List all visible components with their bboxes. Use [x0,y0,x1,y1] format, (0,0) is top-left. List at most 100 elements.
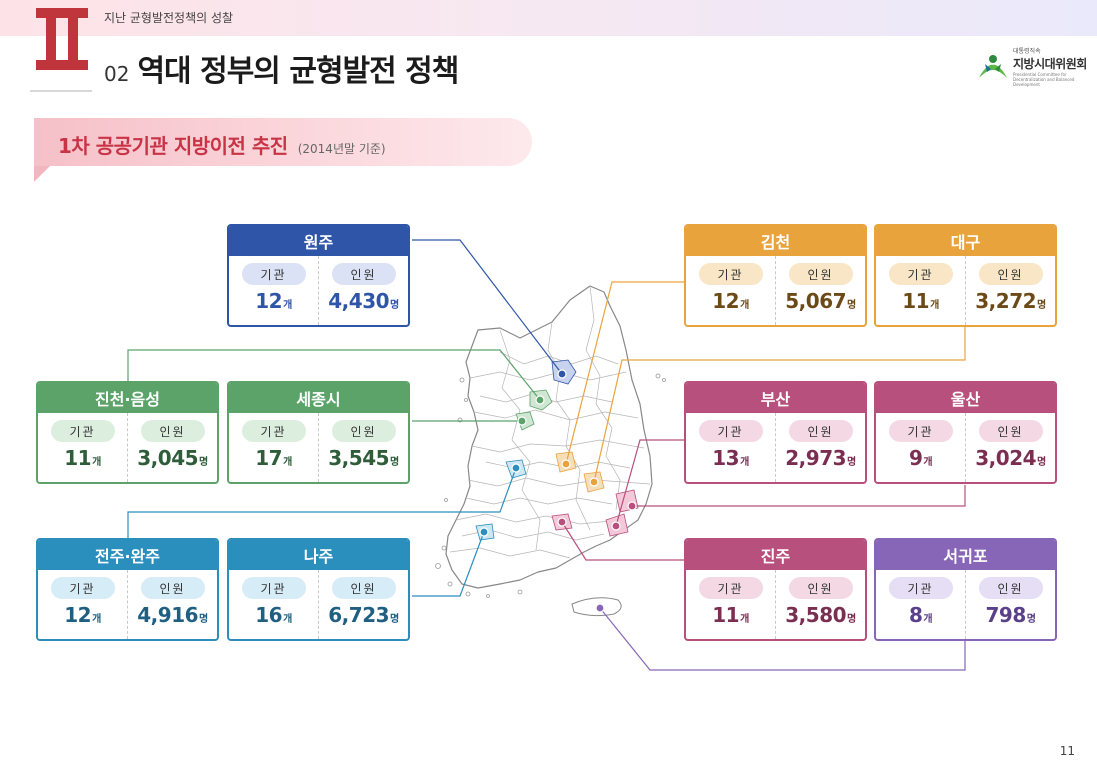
institutions-value: 17개 [255,446,292,470]
institutions-label: 기관 [50,420,115,442]
connector-jincheon [127,349,541,401]
dot-ulsan [627,501,637,511]
dot-jeonju [511,463,521,473]
region-name: 서귀포 [876,540,1055,570]
institutions-label: 기관 [241,577,306,599]
staff-value: 4,916명 [137,603,208,627]
connector-wonju [412,239,563,375]
staff-label: 인원 [788,420,853,442]
staff-value: 5,067명 [785,289,856,313]
islands [435,373,666,598]
staff-label: 인원 [978,577,1043,599]
staff-value: 3,580명 [785,603,856,627]
logo-icon [977,52,1009,82]
institutions-value: 11개 [64,446,101,470]
subtitle-main: 1차 공공기관 지방이전 추진 [58,134,288,158]
institutions-label: 기관 [888,577,953,599]
logo-small-text: 대통령직속 [1013,48,1041,55]
institutions-label: 기관 [50,577,115,599]
region-name: 울산 [876,383,1055,413]
staff-value: 4,430명 [328,289,399,313]
district-lines [449,285,651,559]
region-name: 대구 [876,226,1055,256]
connector-gimcheon [565,281,684,465]
title-text: 역대 정부의 균형발전 정책 [137,54,459,89]
region-name: 진주 [686,540,865,570]
institutions-label: 기관 [698,577,763,599]
region-name: 부산 [686,383,865,413]
staff-label: 인원 [978,263,1043,285]
staff-value: 6,723명 [328,603,399,627]
connector-lines [127,239,966,671]
institutions-label: 기관 [888,263,953,285]
institutions-label: 기관 [698,420,763,442]
dot-busan [611,521,621,531]
dot-sejong [517,416,527,426]
institutions-value: 11개 [712,603,749,627]
staff-value: 3,024명 [975,446,1046,470]
staff-value: 2,973명 [785,446,856,470]
logo-name: 지방시대위원회 [1013,57,1087,71]
region-dots [479,369,637,613]
connector-seogwipo [599,607,966,671]
region-name: 진천·음성 [38,383,217,413]
connector-naju [412,531,485,597]
region-name: 김천 [686,226,865,256]
connector-ulsan [632,485,966,507]
institutions-value: 11개 [902,289,939,313]
region-card-gimcheon: 김천 기관 12개 인원 5,067명 [684,224,867,327]
institutions-label: 기관 [241,420,306,442]
region-name: 세종시 [229,383,408,413]
dot-jinju [557,517,567,527]
staff-label: 인원 [331,420,396,442]
institutions-label: 기관 [698,263,763,285]
institutions-value: 16개 [255,603,292,627]
dot-gimcheon [561,459,571,469]
staff-label: 인원 [978,420,1043,442]
dot-seogwipo [595,603,605,613]
page-number: 11 [1059,744,1075,758]
institutions-value: 8개 [908,603,933,627]
top-banner [0,0,1097,36]
staff-label: 인원 [140,420,205,442]
connector-daegu [593,327,966,483]
subtitle-note: (2014년말 기준) [297,142,386,156]
title-number: 02 [104,62,130,86]
page-title: 02 역대 정부의 균형발전 정책 [104,46,459,90]
committee-logo: 대통령직속 지방시대위원회 Presidential Committee for… [977,46,1093,87]
institutions-value: 12개 [255,289,292,313]
staff-label: 인원 [140,577,205,599]
connector-jinju [561,521,684,561]
dot-wonju [557,369,567,379]
institutions-label: 기관 [241,263,306,285]
roman-numeral-badge [36,8,88,70]
institutions-value: 12개 [712,289,749,313]
staff-label: 인원 [331,263,396,285]
institutions-value: 13개 [712,446,749,470]
logo-english: Presidential Committee for Decentralizat… [1013,72,1075,87]
region-card-jinju: 진주 기관 11개 인원 3,580명 [684,538,867,641]
staff-value: 798명 [985,603,1036,627]
region-name: 나주 [229,540,408,570]
region-card-jeonju-wanju: 전주·완주 기관 12개 인원 4,916명 [36,538,219,641]
subtitle-banner [34,118,532,166]
region-card-ulsan: 울산 기관 9개 인원 3,024명 [874,381,1057,484]
institutions-value: 12개 [64,603,101,627]
staff-value: 3,545명 [328,446,399,470]
staff-label: 인원 [331,577,396,599]
institutions-value: 9개 [908,446,933,470]
peninsula-outline [445,285,653,589]
staff-value: 3,045명 [137,446,208,470]
dot-naju [479,527,489,537]
region-name: 원주 [229,226,408,256]
connector-busan [615,439,684,527]
staff-value: 3,272명 [975,289,1046,313]
dot-jincheon [535,395,545,405]
